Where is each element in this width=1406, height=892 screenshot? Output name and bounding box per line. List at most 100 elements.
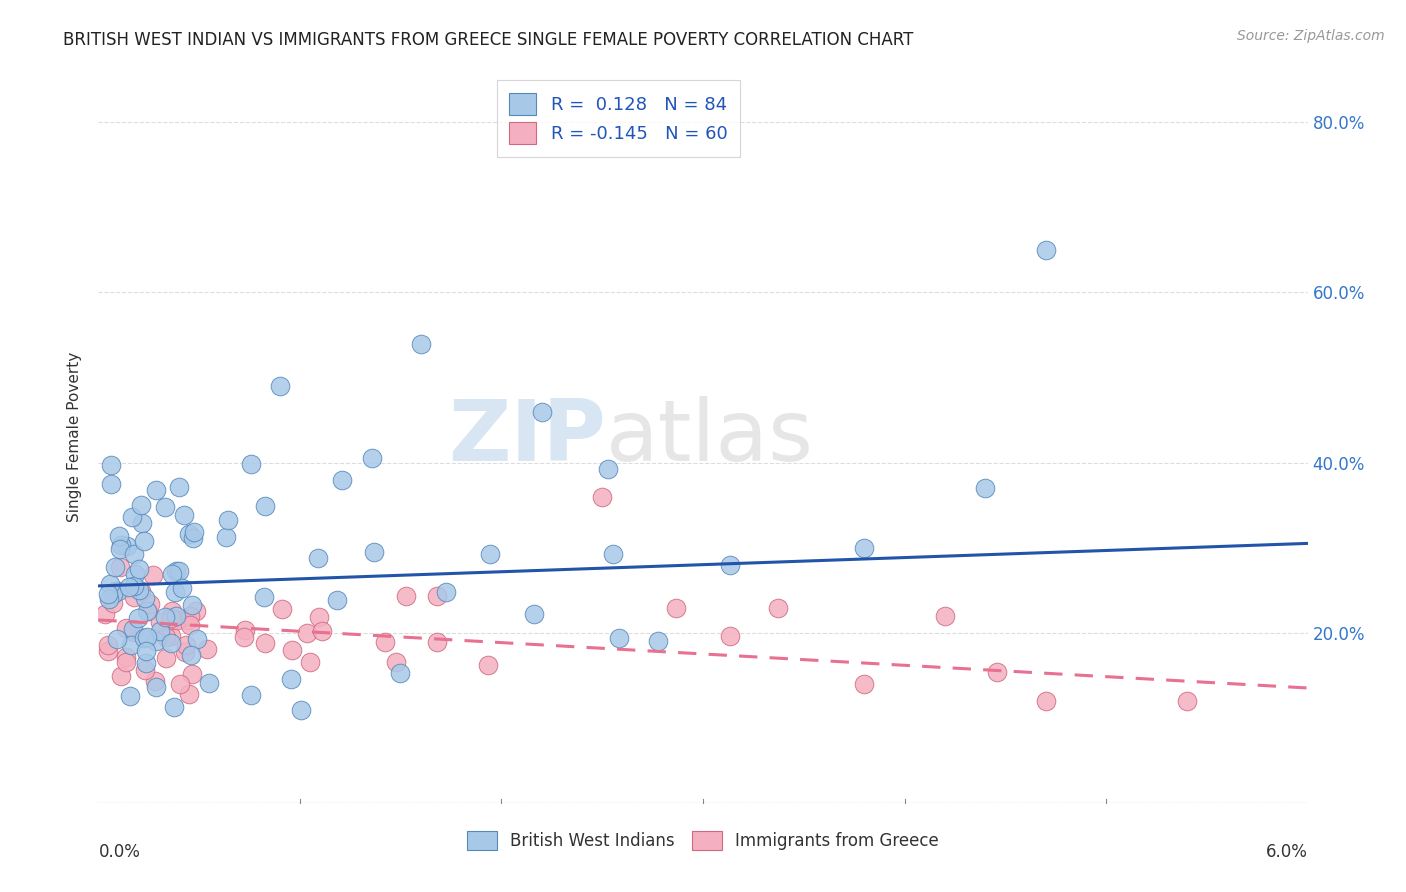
Point: [239, 688, 262, 702]
Legend: British West Indians, Immigrants from Greece: British West Indians, Immigrants from Gr…: [461, 824, 945, 856]
Text: 0.0%: 0.0%: [98, 843, 141, 861]
Point: [374, 635, 396, 649]
Point: [195, 642, 218, 657]
Point: [104, 560, 127, 574]
Point: [110, 542, 132, 557]
Point: [98, 576, 121, 591]
Point: [107, 584, 129, 599]
Point: [426, 635, 449, 649]
Point: [120, 690, 142, 704]
Point: [160, 635, 183, 649]
Point: [252, 590, 274, 604]
Point: [167, 565, 190, 579]
Point: [361, 451, 384, 466]
Point: [1175, 694, 1198, 708]
Point: [233, 623, 256, 637]
Point: [591, 490, 613, 504]
Point: [1035, 694, 1057, 708]
Point: [176, 613, 198, 627]
Point: [165, 609, 187, 624]
Point: [181, 667, 204, 681]
Point: [530, 404, 553, 418]
Point: [179, 618, 201, 632]
Point: [141, 568, 163, 582]
Point: [131, 516, 153, 531]
Point: [98, 592, 121, 607]
Point: [307, 551, 329, 566]
Point: [434, 585, 457, 599]
Point: [134, 591, 156, 606]
Point: [180, 648, 202, 662]
Point: [217, 513, 239, 527]
Point: [167, 480, 190, 494]
Point: [254, 636, 277, 650]
Point: [143, 673, 166, 688]
Point: [215, 529, 238, 543]
Point: [115, 539, 138, 553]
Point: [165, 584, 187, 599]
Point: [115, 655, 138, 669]
Point: [186, 632, 208, 646]
Point: [155, 500, 177, 515]
Point: [100, 458, 122, 472]
Point: [184, 604, 207, 618]
Point: [602, 547, 624, 561]
Point: [665, 601, 688, 615]
Point: [162, 699, 184, 714]
Point: [385, 655, 408, 669]
Point: [122, 625, 145, 640]
Point: [124, 567, 146, 582]
Point: [134, 663, 156, 677]
Point: [934, 608, 956, 623]
Point: [149, 624, 172, 638]
Point: [97, 587, 120, 601]
Point: [974, 481, 997, 495]
Point: [121, 622, 143, 636]
Point: [114, 650, 136, 665]
Point: [295, 626, 318, 640]
Point: [165, 564, 187, 578]
Point: [1035, 243, 1057, 257]
Point: [100, 477, 122, 491]
Point: [647, 634, 669, 648]
Point: [308, 610, 330, 624]
Point: [101, 596, 124, 610]
Point: [169, 677, 191, 691]
Point: [176, 638, 198, 652]
Point: [183, 524, 205, 539]
Point: [330, 473, 353, 487]
Point: [166, 614, 188, 628]
Point: [853, 541, 876, 555]
Text: 6.0%: 6.0%: [1265, 843, 1308, 861]
Text: atlas: atlas: [606, 395, 814, 479]
Point: [523, 607, 546, 622]
Point: [110, 668, 132, 682]
Point: [120, 638, 142, 652]
Point: [104, 583, 127, 598]
Point: [720, 629, 742, 643]
Point: [395, 589, 418, 603]
Point: [173, 508, 195, 523]
Point: [409, 336, 432, 351]
Point: [127, 611, 149, 625]
Point: [174, 645, 197, 659]
Point: [101, 587, 124, 601]
Point: [180, 598, 202, 612]
Point: [271, 602, 294, 616]
Point: [135, 657, 157, 671]
Text: BRITISH WEST INDIAN VS IMMIGRANTS FROM GREECE SINGLE FEMALE POVERTY CORRELATION : BRITISH WEST INDIAN VS IMMIGRANTS FROM G…: [63, 31, 914, 49]
Point: [94, 607, 117, 622]
Point: [280, 672, 302, 686]
Point: [118, 580, 141, 594]
Point: [121, 510, 143, 524]
Point: [718, 558, 741, 573]
Point: [155, 610, 177, 624]
Point: [281, 643, 304, 657]
Point: [110, 538, 132, 552]
Y-axis label: Single Female Poverty: Single Female Poverty: [67, 352, 83, 522]
Point: [129, 498, 152, 512]
Point: [128, 562, 150, 576]
Point: [96, 639, 118, 653]
Point: [134, 631, 156, 645]
Point: [129, 583, 152, 598]
